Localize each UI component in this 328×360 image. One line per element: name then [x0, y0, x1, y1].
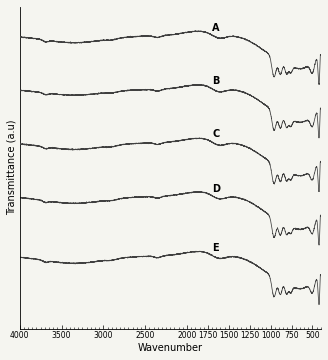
Text: B: B: [212, 76, 219, 86]
Text: C: C: [212, 130, 219, 139]
Y-axis label: Transmittance (a.u): Transmittance (a.u): [7, 120, 17, 216]
Text: D: D: [212, 184, 220, 194]
Text: A: A: [212, 23, 219, 32]
Text: E: E: [212, 243, 219, 253]
X-axis label: Wavenumber: Wavenumber: [138, 343, 203, 353]
